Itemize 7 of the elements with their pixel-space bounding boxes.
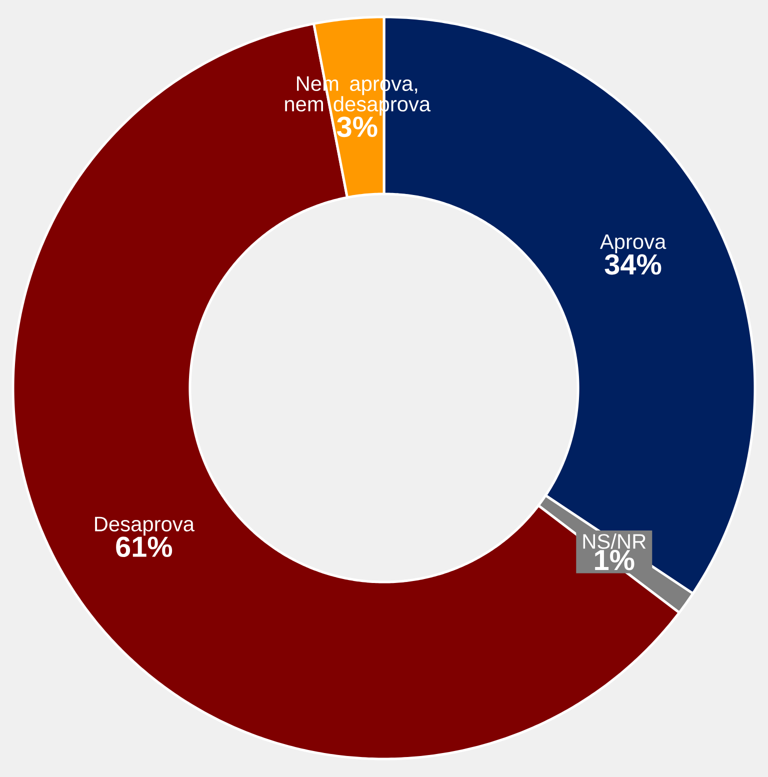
slice-label: Aprova <box>600 234 666 254</box>
data-label: 34% <box>604 254 662 275</box>
slice-label: NS/NR <box>583 534 646 549</box>
data-label: 1% <box>595 550 634 570</box>
data-label: 3% <box>336 116 378 138</box>
slice-label: Desaprova <box>95 516 195 536</box>
data-label: 61% <box>116 536 172 558</box>
